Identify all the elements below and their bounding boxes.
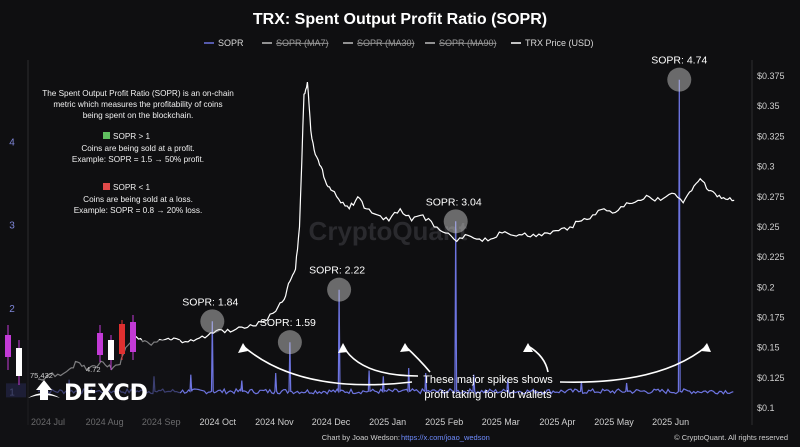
spike-label-3: SOPR: 3.04 <box>426 196 482 208</box>
description-line-3: being spent on the blockchain. <box>83 111 194 120</box>
right-tick-label-7: $0.275 <box>757 192 785 202</box>
left-tick-label-2: 3 <box>9 221 15 232</box>
brand-name: DEXCD <box>64 381 148 406</box>
profit-line-1: Coins are being sold at a profit. <box>81 144 194 153</box>
legend-item-2[interactable]: SOPR (MA30) <box>357 38 415 48</box>
right-tick-label-5: $0.225 <box>757 252 785 262</box>
profit-line-2: Example: SOPR = 1.5 → 50% profit. <box>72 155 204 164</box>
chart-title: TRX: Spent Output Profit Ratio (SOPR) <box>253 11 547 28</box>
x-tick-label-7: 2025 Feb <box>425 417 463 427</box>
arrowhead-1 <box>238 343 248 353</box>
sopr-description: The Spent Output Profit Ratio (SOPR) is … <box>42 89 234 215</box>
spike-highlight-3 <box>443 209 468 234</box>
x-tick-label-10: 2025 May <box>594 417 634 427</box>
annotation-line-1: These major spikes shows <box>423 374 553 386</box>
legend-item-3[interactable]: SOPR (MA90) <box>439 38 497 48</box>
spike-highlight-1 <box>277 330 302 355</box>
spike-callouts: SOPR: 1.84 SOPR: 1.59 SOPR: 2.22 SOPR: 3.04… <box>182 55 707 355</box>
loss-line-2: Example: SOPR = 0.8 → 20% loss. <box>74 206 203 215</box>
arrowhead-3 <box>400 343 410 352</box>
right-tick-label-11: $0.375 <box>757 71 785 81</box>
description-line-1: The Spent Output Profit Ratio (SOPR) is … <box>42 89 234 98</box>
right-tick-label-8: $0.3 <box>757 162 775 172</box>
chart-legend: SOPR SOPR (MA7) SOPR (MA30) SOPR (MA90) TRX … <box>204 38 594 48</box>
loss-line-1: Coins are being sold at a loss. <box>83 195 193 204</box>
loss-swatch <box>103 183 110 190</box>
brand-backdrop <box>0 340 180 447</box>
loss-heading: SOPR < 1 <box>113 183 151 192</box>
x-tick-label-9: 2025 Apr <box>539 417 575 427</box>
description-line-2: metric which measures the profitability … <box>53 100 222 109</box>
spike-label-2: SOPR: 2.22 <box>309 265 365 277</box>
left-tick-label-1: 2 <box>9 304 15 315</box>
x-tick-label-3: 2024 Oct <box>200 417 237 427</box>
brand-overlay-num-1: 75.432 <box>30 371 53 380</box>
left-tick-label-3: 4 <box>9 137 15 148</box>
arrowhead-2 <box>338 343 348 353</box>
arrowhead-5 <box>701 343 711 352</box>
spike-highlight-0 <box>200 309 225 334</box>
legend-item-0[interactable]: SOPR <box>218 38 244 48</box>
dexcd-logo-icon <box>28 380 60 400</box>
annotation-line-2: profit taking for old wallets <box>424 389 552 401</box>
right-tick-label-6: $0.25 <box>757 222 780 232</box>
right-tick-label-0: $0.1 <box>757 403 775 413</box>
right-tick-label-9: $0.325 <box>757 131 785 141</box>
arrow-5 <box>559 345 708 384</box>
x-tick-label-4: 2024 Nov <box>255 417 294 427</box>
arrow-1 <box>242 345 413 386</box>
x-tick-label-11: 2025 Jun <box>652 417 689 427</box>
right-tick-label-4: $0.2 <box>757 282 775 292</box>
right-tick-label-1: $0.125 <box>757 373 785 383</box>
right-tick-label-10: $0.35 <box>757 101 780 111</box>
x-tick-label-8: 2025 Mar <box>482 417 520 427</box>
x-tick-label-5: 2024 Dec <box>312 417 351 427</box>
annotation-arrows <box>238 343 711 386</box>
brand-overlay-num-2: 4.72 <box>86 365 101 374</box>
spike-label-0: SOPR: 1.84 <box>182 296 238 308</box>
spike-label-4: SOPR: 4.74 <box>651 55 707 67</box>
legend-item-1[interactable]: SOPR (MA7) <box>276 38 329 48</box>
footer-credit: Chart by Joao Wedson: <box>322 433 400 442</box>
footer-credit-link[interactable]: https://x.com/joao_wedson <box>401 433 490 442</box>
right-y-axis-ticks: $0.1 $0.125 $0.15 $0.175 $0.2 $0.225 $0.25 $0.2… <box>757 71 785 413</box>
profit-swatch <box>103 132 110 139</box>
right-tick-label-2: $0.15 <box>757 343 780 353</box>
spike-highlight-2 <box>327 277 352 302</box>
arrow-4 <box>527 345 549 373</box>
legend-item-4[interactable]: TRX Price (USD) <box>525 38 594 48</box>
x-tick-label-6: 2025 Jan <box>369 417 406 427</box>
spike-label-1: SOPR: 1.59 <box>260 317 316 329</box>
spike-highlight-4 <box>667 67 692 92</box>
footer-copyright: © CryptoQuant. All rights reserved <box>674 433 788 442</box>
arrowhead-4 <box>523 343 533 352</box>
profit-heading: SOPR > 1 <box>113 132 151 141</box>
right-tick-label-3: $0.175 <box>757 312 785 322</box>
dexcd-brand-overlay: 75.432 4.72 DEXCD <box>0 315 180 447</box>
candlestick-icon <box>5 315 136 385</box>
